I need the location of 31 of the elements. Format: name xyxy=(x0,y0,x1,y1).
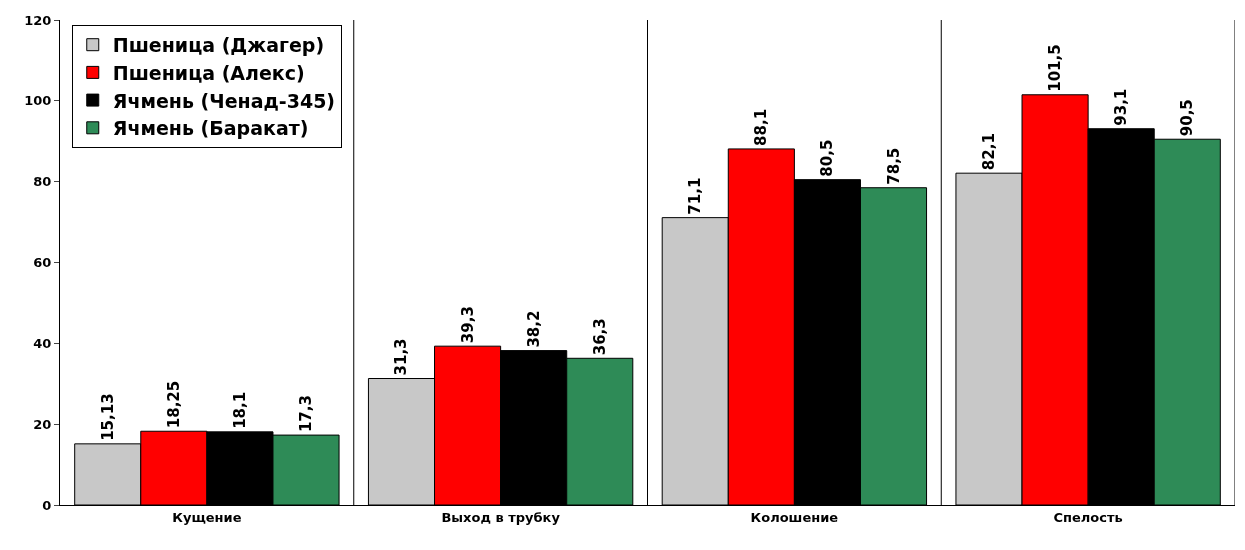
data-label: 88,1 xyxy=(752,108,771,146)
data-label: 17,3 xyxy=(297,395,316,433)
data-label: 93,1 xyxy=(1112,88,1131,126)
y-tick-label: 100 xyxy=(24,93,52,109)
legend-label: Ячмень (Ченад-345) xyxy=(112,89,336,112)
legend-label: Пшеница (Джагер) xyxy=(112,34,325,57)
legend-label: Ячмень (Баракат) xyxy=(112,117,309,140)
y-tick-label: 60 xyxy=(33,255,52,271)
data-label: 15,13 xyxy=(98,393,117,441)
data-label: 39,3 xyxy=(458,306,477,344)
x-tick-label: Кущение xyxy=(172,509,242,525)
x-tick-label: Выход в трубку xyxy=(441,509,561,525)
data-label: 101,5 xyxy=(1046,44,1065,92)
data-label: 82,1 xyxy=(979,133,998,171)
data-label: 80,5 xyxy=(818,139,837,177)
x-tick-label: Спелость xyxy=(1053,509,1123,525)
data-label: 38,2 xyxy=(524,310,543,348)
data-label: 18,25 xyxy=(164,380,183,429)
data-label: 78,5 xyxy=(884,147,903,185)
data-label: 71,1 xyxy=(686,177,705,215)
data-label: 90,5 xyxy=(1178,99,1197,137)
y-tick-label: 80 xyxy=(33,174,52,190)
data-label: 18,1 xyxy=(230,391,249,429)
y-tick-label: 20 xyxy=(33,416,52,432)
legend-label: Пшеница (Алекс) xyxy=(112,61,305,84)
data-label: 31,3 xyxy=(392,338,411,376)
data-label: 36,3 xyxy=(590,318,609,356)
y-tick-label: 0 xyxy=(42,497,52,513)
y-tick-label: 120 xyxy=(24,12,52,28)
y-tick-label: 40 xyxy=(33,335,52,351)
x-tick-label: Колошение xyxy=(750,509,839,525)
